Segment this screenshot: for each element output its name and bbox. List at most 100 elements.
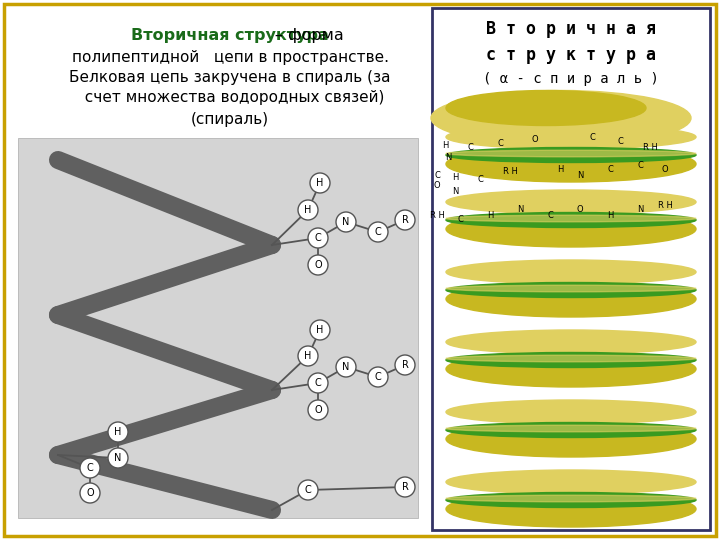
Text: C: C <box>467 144 473 152</box>
Text: R: R <box>402 360 408 370</box>
Text: O: O <box>314 260 322 270</box>
Text: C: C <box>617 138 623 146</box>
Circle shape <box>108 422 128 442</box>
Ellipse shape <box>446 281 696 317</box>
Text: счет множества водородных связей): счет множества водородных связей) <box>76 90 384 105</box>
Bar <box>18 138 418 518</box>
Text: (спираль): (спираль) <box>191 112 269 127</box>
Text: C: C <box>607 165 613 174</box>
Ellipse shape <box>446 470 696 494</box>
Text: H: H <box>452 173 458 183</box>
Text: N: N <box>342 217 350 227</box>
Text: N: N <box>577 171 583 179</box>
Text: C: C <box>315 378 321 388</box>
Circle shape <box>395 477 415 497</box>
Text: O: O <box>433 180 441 190</box>
Circle shape <box>108 448 128 468</box>
Ellipse shape <box>446 211 696 247</box>
Ellipse shape <box>446 215 696 222</box>
Circle shape <box>80 458 100 478</box>
Text: N: N <box>342 362 350 372</box>
Text: H: H <box>442 140 448 150</box>
Ellipse shape <box>446 125 696 149</box>
Ellipse shape <box>446 400 696 424</box>
Ellipse shape <box>446 492 696 508</box>
Circle shape <box>395 355 415 375</box>
Ellipse shape <box>446 213 696 227</box>
Text: H: H <box>316 325 324 335</box>
Text: R H: R H <box>430 211 444 219</box>
Text: ( α - с п и р а л ь ): ( α - с п и р а л ь ) <box>483 72 659 86</box>
Text: H: H <box>487 211 493 219</box>
Ellipse shape <box>446 422 696 437</box>
Ellipse shape <box>446 282 696 298</box>
Text: H: H <box>114 427 122 437</box>
Ellipse shape <box>446 190 696 214</box>
Circle shape <box>395 210 415 230</box>
Circle shape <box>310 320 330 340</box>
Text: Вторичная структура: Вторичная структура <box>131 28 329 43</box>
Text: C: C <box>497 138 503 147</box>
Circle shape <box>298 480 318 500</box>
Circle shape <box>308 255 328 275</box>
Ellipse shape <box>446 425 696 432</box>
Circle shape <box>368 367 388 387</box>
Ellipse shape <box>446 91 646 125</box>
Text: O: O <box>314 405 322 415</box>
Text: C: C <box>374 372 382 382</box>
Text: C: C <box>434 171 440 179</box>
Text: R H: R H <box>642 144 657 152</box>
Text: H: H <box>607 211 613 219</box>
Text: C: C <box>305 485 311 495</box>
Text: C: C <box>477 176 483 185</box>
Text: Белковая цепь закручена в спираль (за: Белковая цепь закручена в спираль (за <box>69 70 391 85</box>
Ellipse shape <box>431 91 691 145</box>
Text: H: H <box>305 205 312 215</box>
Text: H: H <box>557 165 563 174</box>
Text: C: C <box>547 211 553 219</box>
Circle shape <box>308 400 328 420</box>
Circle shape <box>298 346 318 366</box>
Ellipse shape <box>446 355 696 362</box>
Text: C: C <box>374 227 382 237</box>
Circle shape <box>298 200 318 220</box>
Text: C: C <box>637 160 643 170</box>
Text: N: N <box>445 153 451 163</box>
Text: H: H <box>316 178 324 188</box>
Text: полипептидной   цепи в пространстве.: полипептидной цепи в пространстве. <box>71 50 389 65</box>
Text: В т о р и ч н а я: В т о р и ч н а я <box>486 20 656 38</box>
Text: C: C <box>315 233 321 243</box>
Ellipse shape <box>446 285 696 292</box>
Text: R: R <box>402 215 408 225</box>
Circle shape <box>310 173 330 193</box>
Circle shape <box>308 228 328 248</box>
Ellipse shape <box>446 351 696 387</box>
Text: H: H <box>305 351 312 361</box>
Ellipse shape <box>446 146 696 182</box>
Text: C: C <box>457 215 463 225</box>
Ellipse shape <box>446 421 696 457</box>
Ellipse shape <box>446 260 696 284</box>
Bar <box>432 8 710 530</box>
Ellipse shape <box>446 353 696 368</box>
Circle shape <box>336 357 356 377</box>
Ellipse shape <box>446 330 696 354</box>
Circle shape <box>368 222 388 242</box>
Text: N: N <box>114 453 122 463</box>
Text: N: N <box>636 206 643 214</box>
Text: R H: R H <box>503 167 518 177</box>
Text: с т р у к т у р а: с т р у к т у р а <box>486 46 656 64</box>
Text: O: O <box>531 136 539 145</box>
Text: R: R <box>402 482 408 492</box>
Ellipse shape <box>446 491 696 527</box>
Text: O: O <box>577 206 583 214</box>
Circle shape <box>308 373 328 393</box>
Ellipse shape <box>446 150 696 157</box>
Text: – форма: – форма <box>116 28 344 43</box>
Text: C: C <box>589 133 595 143</box>
Text: O: O <box>86 488 94 498</box>
Ellipse shape <box>446 495 696 502</box>
Text: N: N <box>452 187 458 197</box>
Ellipse shape <box>446 147 696 163</box>
Circle shape <box>80 483 100 503</box>
